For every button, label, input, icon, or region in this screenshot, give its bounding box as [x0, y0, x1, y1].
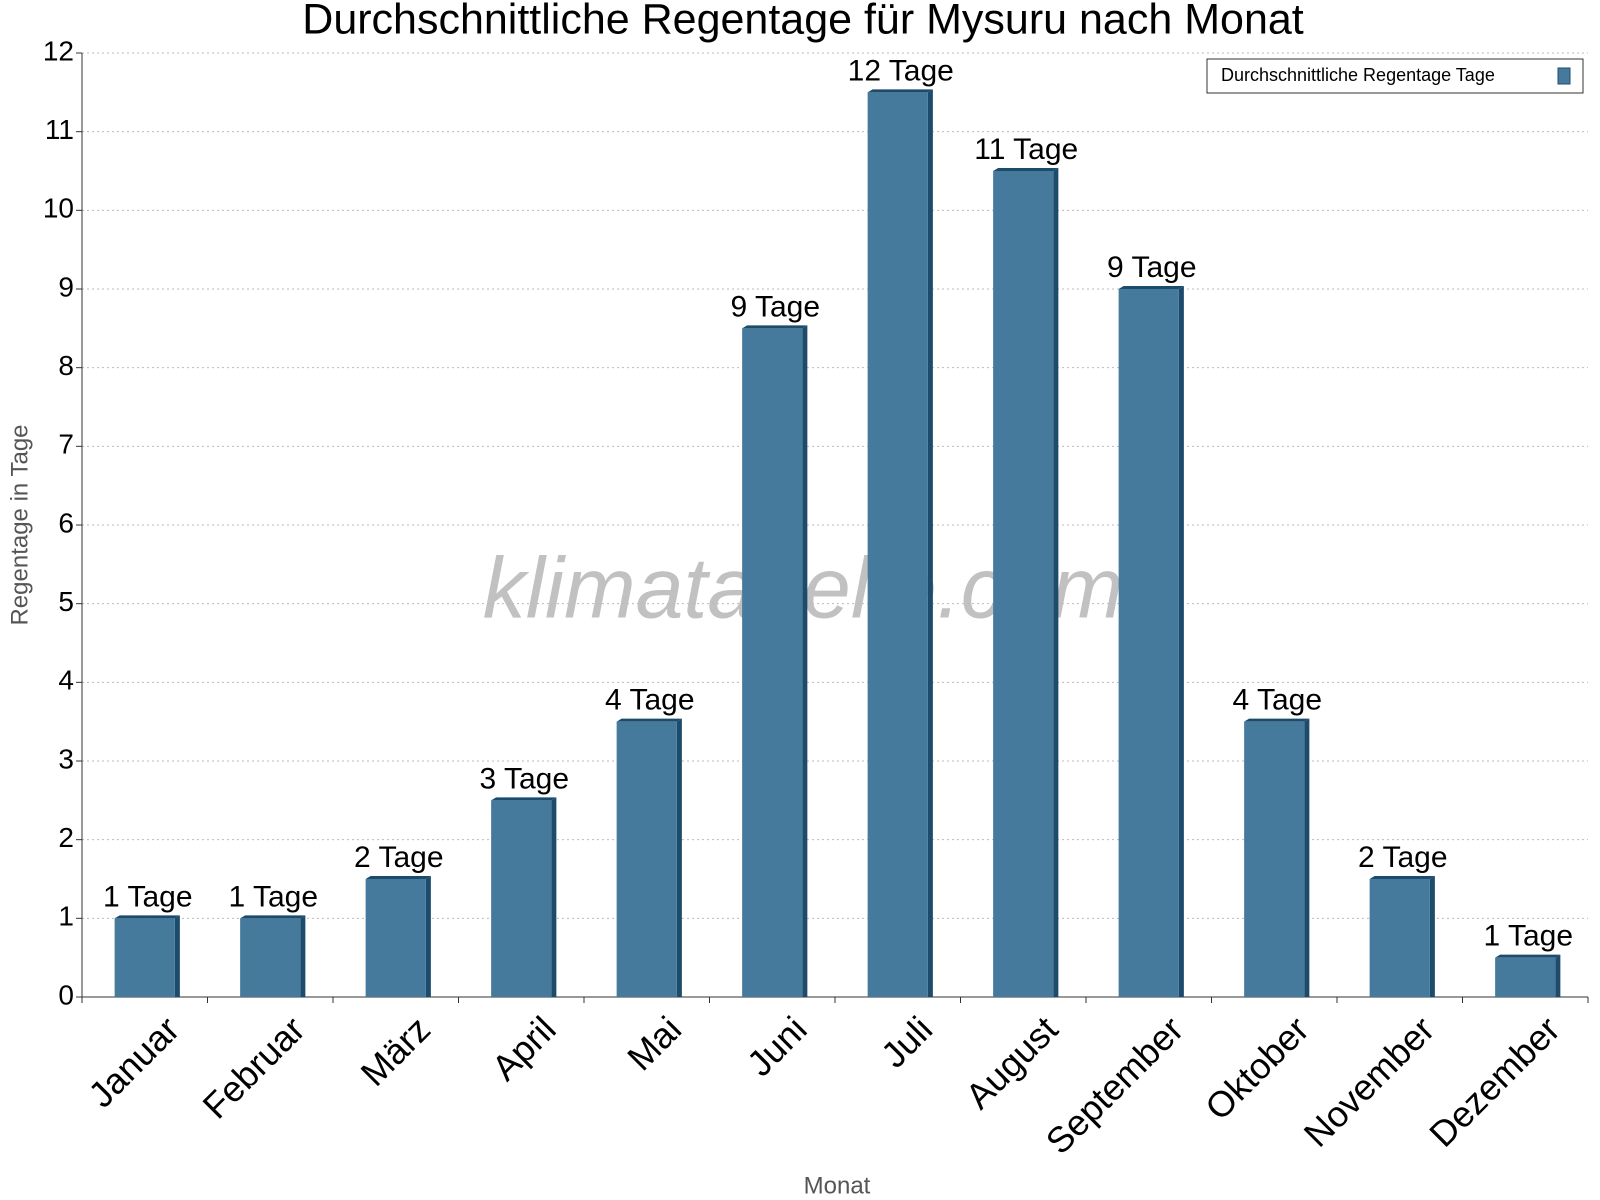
x-tick-label: Mai: [619, 1008, 689, 1078]
value-label: 1 Tage: [103, 880, 193, 913]
y-tick-label: 9: [58, 271, 74, 302]
value-label: 2 Tage: [354, 841, 444, 874]
y-tick-label: 12: [43, 35, 74, 66]
legend-box: [1206, 58, 1584, 94]
value-label: 9 Tage: [1107, 251, 1197, 284]
x-axis-label: Monat: [804, 1172, 871, 1199]
y-tick-label: 2: [58, 822, 74, 853]
bar-top: [1369, 876, 1435, 879]
bar-side: [174, 915, 180, 997]
y-tick-label: 7: [58, 429, 74, 460]
bar-top: [616, 718, 682, 722]
bar-side: [425, 876, 431, 997]
bar-side: [300, 915, 306, 997]
x-tick-label: November: [1296, 1008, 1442, 1154]
bar-top: [1495, 954, 1561, 958]
bar-side: [1053, 168, 1059, 997]
x-tick-label: März: [353, 1008, 439, 1094]
y-tick-label: 8: [58, 350, 74, 381]
bar: [1244, 721, 1305, 997]
chart-title: Durchschnittliche Regentage für Mysuru n…: [302, 0, 1304, 43]
value-label: 4 Tage: [1232, 684, 1322, 717]
value-label: 3 Tage: [479, 762, 569, 795]
x-tick-label: April: [484, 1008, 564, 1088]
y-tick-label: 10: [43, 193, 74, 224]
x-tick-label: September: [1038, 1008, 1192, 1162]
bar: [491, 800, 552, 997]
bar: [365, 879, 426, 997]
bar: [1369, 879, 1430, 997]
bar-top: [365, 876, 431, 879]
legend: Durchschnittliche Regentage Tage: [1206, 58, 1584, 94]
bar: [114, 918, 175, 997]
bar: [240, 918, 301, 997]
bar: [616, 721, 677, 997]
x-tick-label: August: [957, 1008, 1065, 1116]
x-tick-label: Oktober: [1197, 1008, 1317, 1128]
bar: [1495, 957, 1556, 997]
bar-side: [927, 89, 933, 998]
bar: [1118, 289, 1179, 997]
y-tick-label: 3: [58, 743, 74, 774]
bar: [742, 328, 803, 997]
bar: [993, 171, 1054, 997]
bar-top: [240, 915, 306, 919]
x-tick-label: Januar: [80, 1008, 187, 1115]
bar-top: [491, 797, 557, 801]
x-tick-label: Juni: [739, 1008, 815, 1084]
y-tick-label: 6: [58, 507, 74, 538]
value-label: 9 Tage: [730, 290, 820, 323]
bar-side: [1304, 718, 1310, 997]
x-tick-label: Juli: [873, 1008, 940, 1075]
bar-side: [676, 718, 682, 997]
bar-top: [867, 89, 933, 93]
bar-top: [114, 915, 180, 919]
value-label: 2 Tage: [1358, 841, 1448, 874]
value-label: 1 Tage: [228, 880, 318, 913]
bar-side: [551, 797, 557, 997]
y-tick-label: 5: [58, 586, 74, 617]
y-tick-label: 4: [58, 665, 74, 696]
bar-top: [1118, 286, 1184, 289]
x-tick-label: Februar: [195, 1008, 313, 1126]
y-tick-label: 0: [58, 979, 74, 1010]
bar-side: [1555, 954, 1561, 997]
bar-top: [993, 168, 1059, 171]
x-tick-label: Dezember: [1421, 1008, 1567, 1154]
value-label: 1 Tage: [1483, 920, 1573, 953]
bar-side: [1429, 876, 1435, 997]
y-axis-label: Regentage in Tage: [6, 424, 33, 625]
value-label: 4 Tage: [605, 684, 695, 717]
bar-side: [1178, 286, 1184, 997]
bar-top: [742, 325, 808, 329]
value-label: 12 Tage: [848, 54, 954, 87]
legend-label: Durchschnittliche Regentage Tage: [1221, 65, 1495, 85]
y-tick-label: 1: [58, 901, 74, 932]
legend-swatch: [1557, 67, 1571, 85]
y-tick-label: 11: [45, 114, 74, 145]
bar: [867, 92, 928, 998]
bar-top: [1244, 718, 1310, 722]
bar-side: [802, 325, 808, 997]
value-label: 11 Tage: [974, 133, 1078, 166]
